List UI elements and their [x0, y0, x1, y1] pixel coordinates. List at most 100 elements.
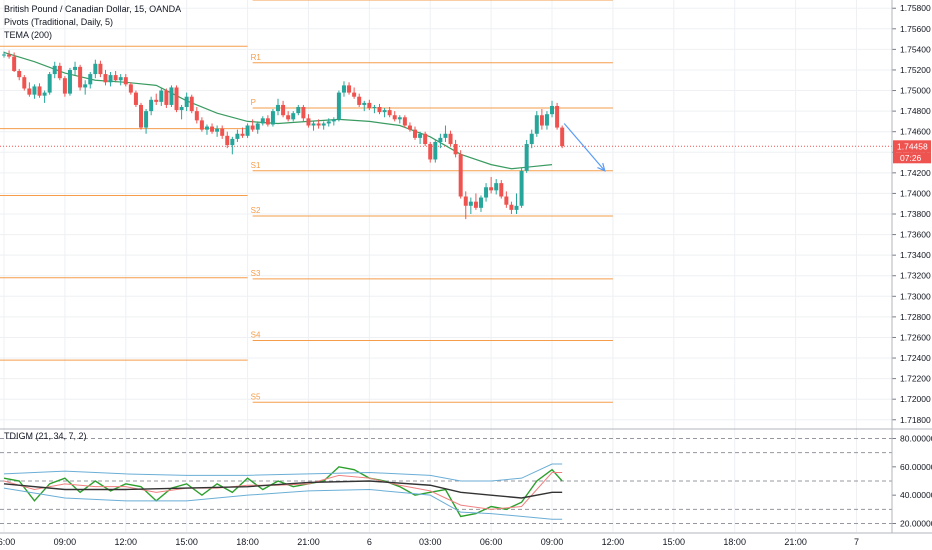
- y-tick-label: 1.73600: [900, 230, 931, 240]
- countdown-badge: [893, 152, 931, 164]
- oscillator-legend[interactable]: TDIGM (21, 34, 7, 2): [4, 431, 87, 441]
- osc-series-line: [3, 463, 563, 482]
- y-tick-label: 1.73800: [900, 209, 931, 219]
- candle-body: [326, 121, 331, 124]
- candle-body: [220, 128, 225, 136]
- y-tick-label: 1.75000: [900, 86, 931, 96]
- candle-body: [32, 86, 37, 95]
- candle-body: [544, 114, 549, 126]
- candle-body: [235, 133, 240, 139]
- x-tick-label: 12:00: [602, 537, 625, 547]
- pivot-label-s1: S1: [251, 161, 261, 170]
- pivot-label-s3: S3: [251, 269, 261, 278]
- tema-legend[interactable]: TEMA (200): [4, 30, 53, 40]
- y-tick-label: 1.74000: [900, 188, 931, 198]
- candle-body: [281, 104, 286, 116]
- candle-body: [397, 117, 402, 120]
- candle-body: [458, 154, 463, 197]
- tema-line: [3, 51, 553, 170]
- candle-body: [382, 110, 387, 113]
- candle-body: [321, 123, 326, 126]
- candle-body: [78, 66, 83, 88]
- pivot-label-p: P: [251, 98, 256, 107]
- candle-body: [362, 102, 367, 105]
- pivot-label-s2: S2: [251, 206, 261, 215]
- y-tick-label: 1.73200: [900, 271, 931, 281]
- candle-body: [367, 102, 372, 109]
- x-tick-label: 06:00: [0, 537, 15, 547]
- y-tick-label: 1.73000: [900, 291, 931, 301]
- candle-body: [291, 113, 296, 120]
- candle-body: [47, 74, 52, 93]
- osc-y-tick-label: 80.00000: [900, 434, 932, 444]
- candle-body: [194, 111, 199, 121]
- candle-body: [62, 78, 67, 94]
- symbol-legend[interactable]: British Pound / Canadian Dollar, 15, OAN…: [4, 4, 182, 14]
- candle-body: [286, 115, 291, 120]
- candle-body: [438, 137, 443, 142]
- trend-arrow[interactable]: [563, 123, 606, 172]
- y-tick-label: 1.72800: [900, 312, 931, 322]
- x-tick-label: 21:00: [297, 537, 320, 547]
- candle-body: [443, 133, 448, 138]
- candle-body: [407, 125, 412, 130]
- pivots-legend[interactable]: Pivots (Traditional, Daily, 5): [4, 17, 114, 27]
- x-tick-label: 6: [367, 537, 372, 547]
- y-tick-label: 1.74800: [900, 106, 931, 116]
- candle-body: [529, 133, 534, 145]
- candle-body: [260, 118, 265, 124]
- candle-body: [27, 88, 32, 95]
- price-badge: 1.74458 07:26: [893, 140, 931, 164]
- trend-arrow-head: [597, 162, 606, 172]
- osc-y-tick-label: 60.00000: [900, 462, 932, 472]
- candle-body: [123, 77, 128, 85]
- y-tick-label: 1.71800: [900, 415, 931, 425]
- candle-body: [418, 133, 423, 138]
- candle-body: [250, 125, 255, 130]
- candle-body: [270, 111, 275, 125]
- candle-body: [103, 74, 108, 83]
- candle-body: [265, 118, 270, 125]
- candle-body: [331, 119, 336, 122]
- countdown-label: 07:26: [900, 153, 922, 163]
- candle-body: [463, 196, 468, 206]
- y-tick-label: 1.75400: [900, 44, 931, 54]
- candle-body: [67, 69, 72, 94]
- candle-body: [316, 123, 321, 126]
- y-tick-label: 1.72200: [900, 374, 931, 384]
- candle-body: [484, 187, 489, 198]
- candle-body: [169, 87, 174, 105]
- candle-body: [128, 84, 133, 93]
- x-tick-label: 15:00: [175, 537, 198, 547]
- candle-body: [7, 54, 12, 57]
- candle-body: [276, 104, 281, 112]
- candle-body: [402, 117, 407, 126]
- osc-series-line: [3, 472, 563, 510]
- candle-body: [519, 170, 524, 206]
- candle-body: [504, 196, 509, 205]
- y-tick-label: 1.74200: [900, 168, 931, 178]
- candle-body: [413, 129, 418, 138]
- x-tick-label: 15:00: [663, 537, 686, 547]
- x-tick-label: 03:00: [419, 537, 442, 547]
- candle-body: [164, 90, 169, 105]
- candle-body: [423, 133, 428, 145]
- candle-body: [494, 183, 499, 191]
- y-tick-label: 1.75200: [900, 65, 931, 75]
- candle-body: [154, 99, 159, 102]
- candle-body: [524, 144, 529, 171]
- pivot-label-r1: R1: [251, 53, 262, 62]
- x-tick-label: 06:00: [480, 537, 503, 547]
- osc-y-tick-label: 40.00000: [900, 490, 932, 500]
- candle-body: [539, 115, 544, 126]
- candle-body: [144, 111, 149, 128]
- candle-body: [57, 65, 62, 79]
- candle-body: [83, 84, 88, 88]
- candle-body: [17, 70, 22, 78]
- candle-body: [98, 63, 103, 75]
- candle-body: [2, 54, 6, 56]
- x-tick-label: 09:00: [541, 537, 564, 547]
- candle-body: [560, 127, 565, 147]
- candle-body: [433, 141, 438, 160]
